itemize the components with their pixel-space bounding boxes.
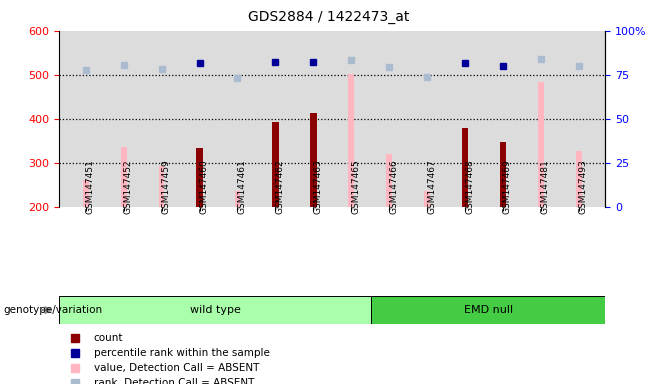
Text: GSM147452: GSM147452 (124, 159, 133, 214)
Text: GSM147461: GSM147461 (238, 159, 247, 214)
Text: count: count (93, 333, 123, 343)
Bar (462, 128, 468, 207)
Text: GSM147451: GSM147451 (86, 159, 95, 214)
Bar (386, 154, 392, 207)
Text: GSM147481: GSM147481 (541, 159, 550, 214)
Text: GSM147466: GSM147466 (389, 159, 398, 214)
Bar (59, 296, 371, 324)
Text: GSM147459: GSM147459 (162, 159, 170, 214)
Text: EMD null: EMD null (464, 305, 513, 315)
Bar (371, 296, 605, 324)
Text: GSM147463: GSM147463 (313, 159, 322, 214)
Text: wild type: wild type (190, 305, 241, 315)
Bar (121, 147, 126, 207)
Bar (196, 148, 203, 207)
Text: GSM147462: GSM147462 (276, 159, 284, 214)
Text: GSM147460: GSM147460 (199, 159, 209, 214)
Bar (576, 151, 582, 207)
Text: GSM147469: GSM147469 (503, 159, 512, 214)
Text: genotype/variation: genotype/variation (3, 305, 103, 315)
Bar (424, 190, 430, 207)
Bar (310, 113, 316, 207)
Bar (235, 190, 240, 207)
Text: rank, Detection Call = ABSENT: rank, Detection Call = ABSENT (93, 378, 254, 384)
Text: GSM147465: GSM147465 (351, 159, 360, 214)
Text: GDS2884 / 1422473_at: GDS2884 / 1422473_at (248, 10, 410, 23)
Text: GSM147468: GSM147468 (465, 159, 474, 214)
Bar (83, 180, 89, 207)
Text: percentile rank within the sample: percentile rank within the sample (93, 348, 270, 358)
Bar (272, 122, 279, 207)
Bar (159, 166, 164, 207)
Bar (538, 83, 544, 207)
Text: value, Detection Call = ABSENT: value, Detection Call = ABSENT (93, 363, 259, 373)
Text: GSM147493: GSM147493 (579, 159, 588, 214)
Bar (348, 74, 354, 207)
Text: GSM147467: GSM147467 (427, 159, 436, 214)
Bar (499, 142, 507, 207)
